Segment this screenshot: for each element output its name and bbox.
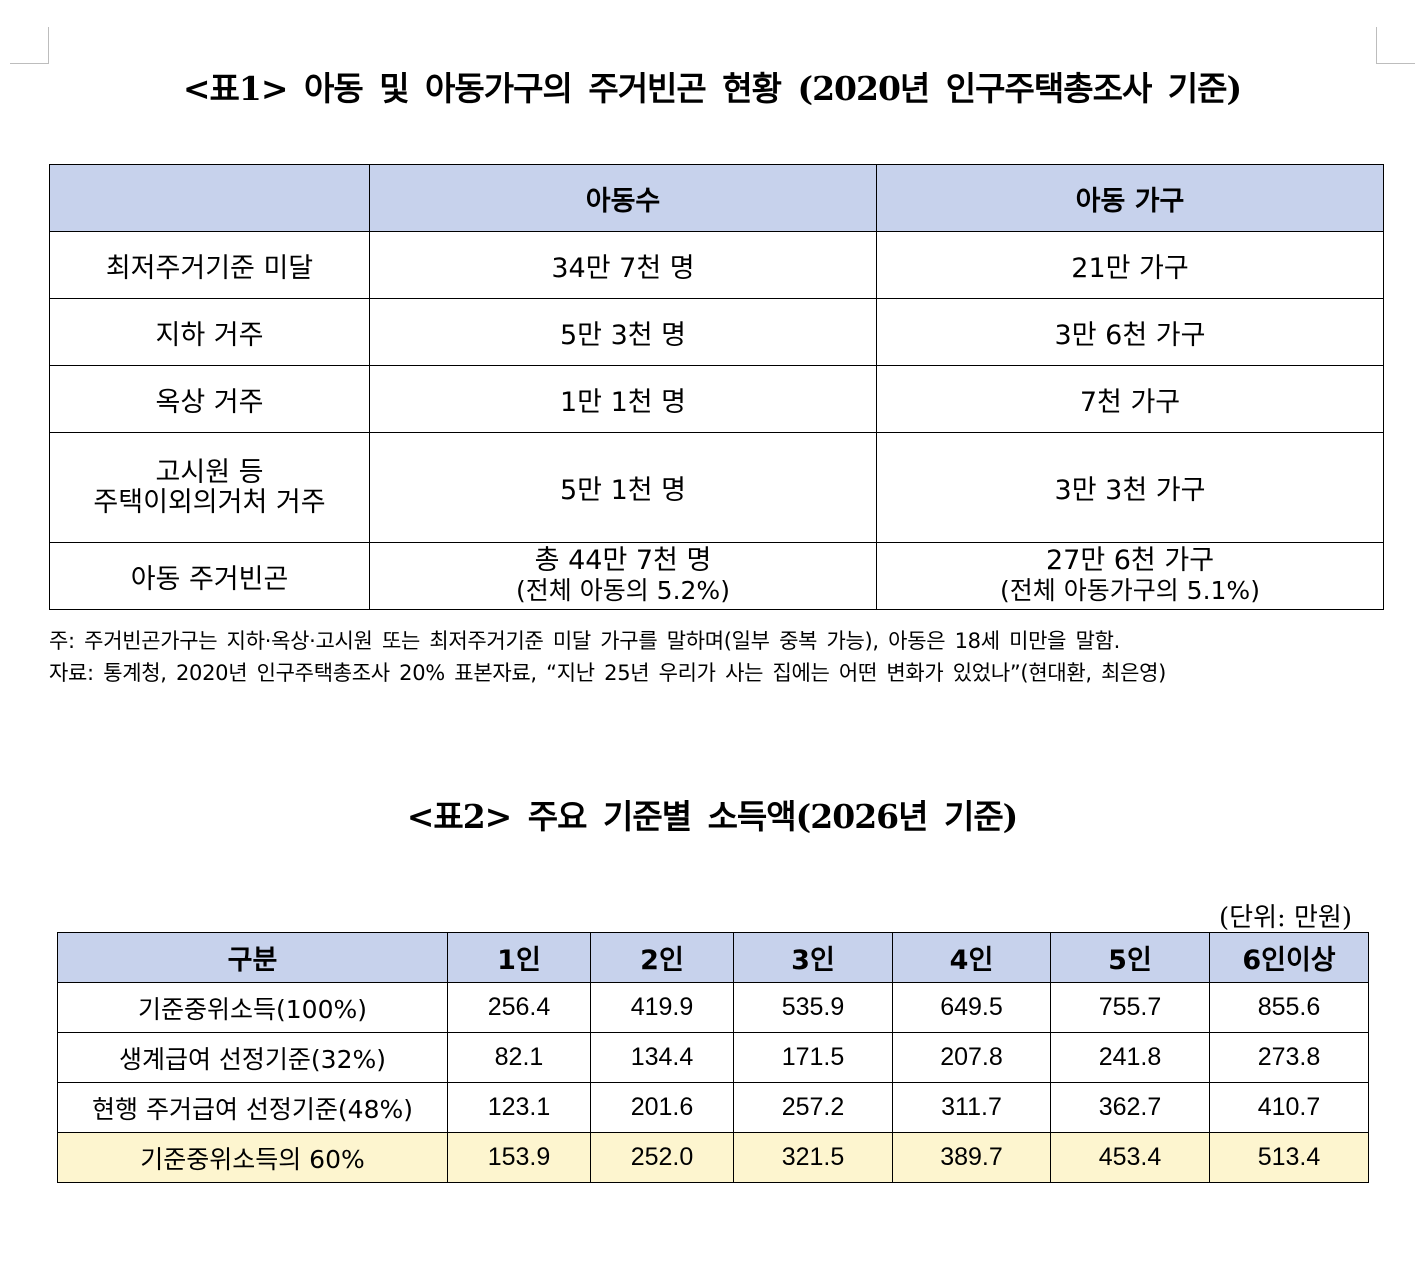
household-count: 3만 6천 가구 [876, 298, 1384, 366]
table-cell: 755.7 [1050, 982, 1210, 1033]
table-cell: 273.8 [1209, 1032, 1369, 1083]
row-label: 생계급여 선정기준(32%) [57, 1032, 448, 1083]
unit-label: (단위: 만원) [1219, 903, 1352, 933]
header-households: 아동 가구 [876, 164, 1384, 232]
households-total-share: (전체 아동가구의 5.1%) [1000, 576, 1260, 605]
table-row-total: 아동 주거빈곤 총 44만 7천 명 (전체 아동의 5.2%) 27만 6천 … [49, 542, 1384, 610]
crop-mark-top-right [1376, 27, 1415, 64]
header-6-plus-person: 6인이상 [1209, 932, 1369, 983]
table-cell: 252.0 [590, 1132, 734, 1183]
income-criteria-table: 구분 1인 2인 3인 4인 5인 6인이상 기준중위소득(100%) 256.… [57, 932, 1369, 1183]
table-cell: 207.8 [892, 1032, 1051, 1083]
children-total-share: (전체 아동의 5.2%) [516, 576, 730, 605]
table-cell: 256.4 [447, 982, 591, 1033]
table-cell: 123.1 [447, 1082, 591, 1133]
table-row: 지하 거주 5만 3천 명 3만 6천 가구 [49, 298, 1384, 366]
header-1-person: 1인 [447, 932, 591, 983]
table1-note: 주: 주거빈곤가구는 지하·옥상·고시원 또는 최저주거기준 미달 가구를 말하… [49, 629, 1120, 653]
table-row: 최저주거기준 미달 34만 7천 명 21만 가구 [49, 231, 1384, 299]
row-label: 옥상 거주 [49, 365, 370, 433]
header-children: 아동수 [369, 164, 877, 232]
crop-mark-top-left [10, 27, 49, 64]
table-cell: 153.9 [447, 1132, 591, 1183]
children-count: 5만 1천 명 [369, 432, 877, 543]
table-cell: 134.4 [590, 1032, 734, 1083]
children-count: 5만 3천 명 [369, 298, 877, 366]
table-row: 현행 주거급여 선정기준(48%) 123.1 201.6 257.2 311.… [57, 1082, 1369, 1133]
children-total: 총 44만 7천 명 (전체 아동의 5.2%) [369, 542, 877, 610]
table-cell: 453.4 [1050, 1132, 1210, 1183]
row-label: 최저주거기준 미달 [49, 231, 370, 299]
header-2-person: 2인 [590, 932, 734, 983]
table-header-row: 아동수 아동 가구 [49, 164, 1384, 232]
table-cell: 513.4 [1209, 1132, 1369, 1183]
table1-title: <표1> 아동 및 아동가구의 주거빈곤 현황 (2020년 인구주택총조사 기… [182, 69, 1242, 108]
child-housing-poverty-table: 아동수 아동 가구 최저주거기준 미달 34만 7천 명 21만 가구 지하 거… [49, 164, 1384, 610]
household-count: 3만 3천 가구 [876, 432, 1384, 543]
table-cell: 257.2 [733, 1082, 893, 1133]
row-label: 기준중위소득(100%) [57, 982, 448, 1033]
header-5-person: 5인 [1050, 932, 1210, 983]
table-cell: 241.8 [1050, 1032, 1210, 1083]
row-label-line2: 주택이외의거처 거주 [93, 486, 326, 518]
table-cell: 321.5 [733, 1132, 893, 1183]
table-row-highlighted: 기준중위소득의 60% 153.9 252.0 321.5 389.7 453.… [57, 1132, 1369, 1183]
table-cell: 410.7 [1209, 1082, 1369, 1133]
table-cell: 82.1 [447, 1032, 591, 1083]
households-total: 27만 6천 가구 (전체 아동가구의 5.1%) [876, 542, 1384, 610]
table-row: 기준중위소득(100%) 256.4 419.9 535.9 649.5 755… [57, 982, 1369, 1033]
header-4-person: 4인 [892, 932, 1051, 983]
table1-source: 자료: 통계청, 2020년 인구주택총조사 20% 표본자료, “지난 25년… [49, 661, 1167, 685]
table-cell: 649.5 [892, 982, 1051, 1033]
household-count: 21만 가구 [876, 231, 1384, 299]
children-count: 34만 7천 명 [369, 231, 877, 299]
row-label: 기준중위소득의 60% [57, 1132, 448, 1183]
table-cell: 171.5 [733, 1032, 893, 1083]
table-row: 옥상 거주 1만 1천 명 7천 가구 [49, 365, 1384, 433]
households-total-value: 27만 6천 가구 [1045, 545, 1215, 576]
header-category: 구분 [57, 932, 448, 983]
table-cell: 201.6 [590, 1082, 734, 1133]
children-total-value: 총 44만 7천 명 [534, 545, 712, 576]
table-cell: 855.6 [1209, 982, 1369, 1033]
table-row: 고시원 등 주택이외의거처 거주 5만 1천 명 3만 3천 가구 [49, 432, 1384, 543]
table-cell: 362.7 [1050, 1082, 1210, 1133]
household-count: 7천 가구 [876, 365, 1384, 433]
row-label: 고시원 등 주택이외의거처 거주 [49, 432, 370, 543]
table-cell: 389.7 [892, 1132, 1051, 1183]
children-count: 1만 1천 명 [369, 365, 877, 433]
table2-title: <표2> 주요 기준별 소득액(2026년 기준) [406, 797, 1019, 836]
header-blank [49, 164, 370, 232]
table-cell: 535.9 [733, 982, 893, 1033]
table-cell: 419.9 [590, 982, 734, 1033]
table-row: 생계급여 선정기준(32%) 82.1 134.4 171.5 207.8 24… [57, 1032, 1369, 1083]
row-label-line1: 고시원 등 [155, 456, 264, 488]
table-cell: 311.7 [892, 1082, 1051, 1133]
header-3-person: 3인 [733, 932, 893, 983]
row-label: 지하 거주 [49, 298, 370, 366]
row-label: 아동 주거빈곤 [49, 542, 370, 610]
row-label: 현행 주거급여 선정기준(48%) [57, 1082, 448, 1133]
table-header-row: 구분 1인 2인 3인 4인 5인 6인이상 [57, 932, 1369, 983]
